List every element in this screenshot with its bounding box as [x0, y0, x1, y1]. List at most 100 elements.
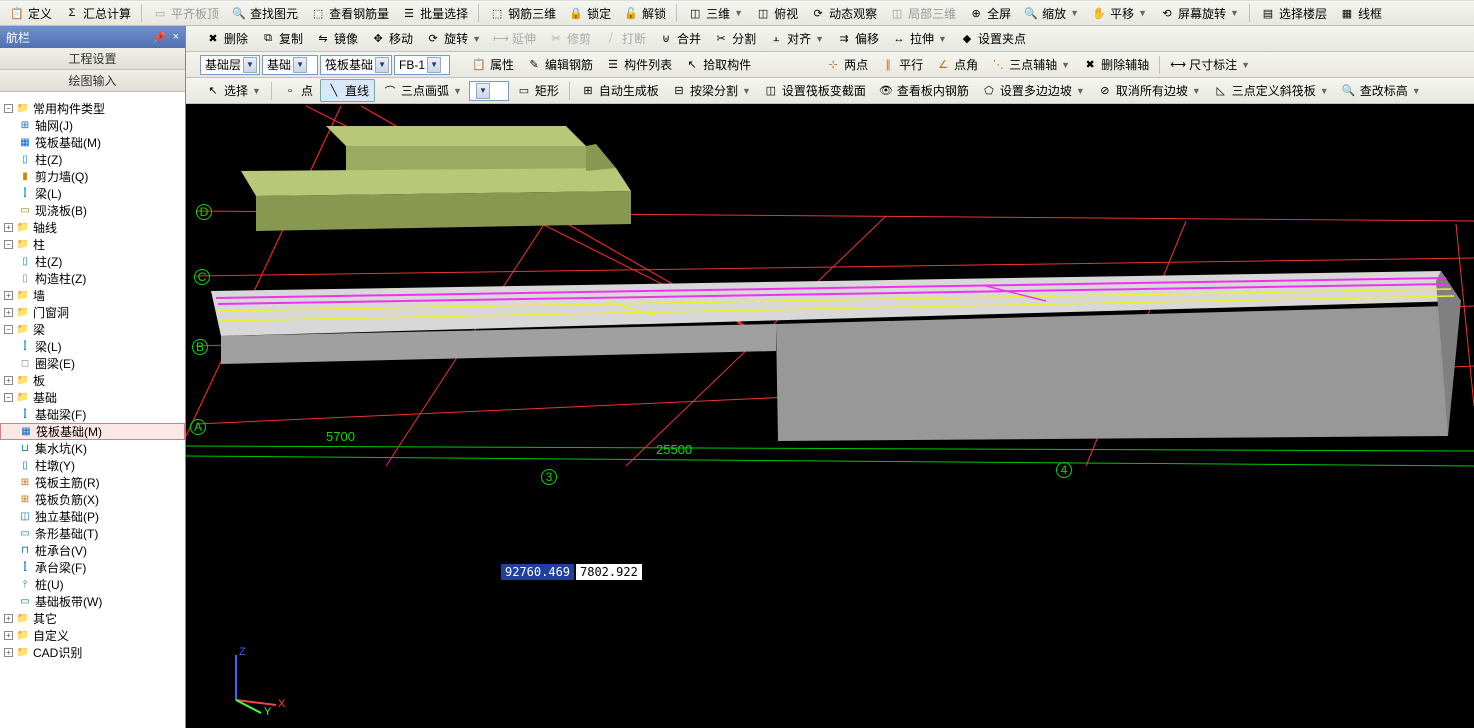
dim-button[interactable]: ⟷尺寸标注▼ — [1165, 54, 1255, 75]
batch-sel-button[interactable]: ☰批量选择 — [396, 3, 473, 24]
tree-axis[interactable]: +📁轴线 — [0, 219, 185, 236]
tree-raft-main[interactable]: ⊞筏板主筋(R) — [0, 474, 185, 491]
tree-pile[interactable]: ⫯桩(U) — [0, 576, 185, 593]
tree-iso[interactable]: ◫独立基础(P) — [0, 508, 185, 525]
expand-icon[interactable]: + — [4, 614, 13, 623]
tree-cap-beam[interactable]: ⫿承台梁(F) — [0, 559, 185, 576]
arc3-button[interactable]: ⌒三点画弧▼ — [377, 80, 467, 101]
tree-raft2[interactable]: ▦筏板基础(M) — [0, 423, 185, 440]
dyn-obs-button[interactable]: ⟳动态观察 — [805, 3, 882, 24]
parallel-button[interactable]: ∥平行 — [875, 54, 928, 75]
nav-tab-settings[interactable]: 工程设置 — [0, 48, 185, 70]
set-sect-button[interactable]: ◫设置筏板变截面 — [758, 80, 871, 101]
nav-tab-draw[interactable]: 绘图输入 — [0, 70, 185, 92]
local-3d-button[interactable]: ◫局部三维 — [884, 3, 961, 24]
chevron-down-icon[interactable]: ▼ — [375, 57, 389, 73]
pan-button[interactable]: ✋平移▼ — [1086, 3, 1152, 24]
split-button[interactable]: ✂分割 — [708, 28, 761, 49]
close-icon[interactable]: × — [173, 31, 179, 44]
tree-cast[interactable]: ▭现浇板(B) — [0, 202, 185, 219]
flat-top-button[interactable]: ▭平齐板顶 — [147, 3, 224, 24]
tree-sump[interactable]: ⊔集水坑(K) — [0, 440, 185, 457]
select-button[interactable]: ↖选择▼ — [200, 80, 266, 101]
tree-col[interactable]: ▯柱(Z) — [0, 151, 185, 168]
copy-button[interactable]: ⧉复制 — [255, 28, 308, 49]
tree-constr-col[interactable]: ▯构造柱(Z) — [0, 270, 185, 287]
trim-button[interactable]: ✂修剪 — [543, 28, 596, 49]
tree-raft[interactable]: ▦筏板基础(M) — [0, 134, 185, 151]
view-rebar-button[interactable]: 👁查看板内钢筋 — [873, 80, 974, 101]
empty-combo[interactable]: ▼ — [469, 81, 509, 101]
check-elev-button[interactable]: 🔍查改标高▼ — [1336, 80, 1426, 101]
name-combo[interactable]: FB-1▼ — [394, 55, 450, 75]
expand-icon[interactable]: + — [4, 223, 13, 232]
grip-button[interactable]: ◆设置夹点 — [954, 28, 1031, 49]
3d-viewport[interactable]: D C B A 3 4 5700 25500 92760.469 7802.92… — [186, 104, 1474, 728]
wireframe-button[interactable]: ▦线框 — [1334, 3, 1387, 24]
tree-col-cat[interactable]: −📁柱 — [0, 236, 185, 253]
three-pt-button[interactable]: ⋱三点辅轴▼ — [985, 54, 1075, 75]
collapse-icon[interactable]: − — [4, 325, 13, 334]
delete-button[interactable]: ✖删除 — [200, 28, 253, 49]
lock-button[interactable]: 🔒锁定 — [563, 3, 616, 24]
tree-pile-cap[interactable]: ⊓桩承台(V) — [0, 542, 185, 559]
tree-raft-neg[interactable]: ⊞筏板负筋(X) — [0, 491, 185, 508]
find-elem-button[interactable]: 🔍查找图元 — [226, 3, 303, 24]
chevron-down-icon[interactable]: ▼ — [476, 83, 490, 99]
auto-gen-button[interactable]: ⊞自动生成板 — [575, 80, 664, 101]
tree-wall[interactable]: +📁墙 — [0, 287, 185, 304]
stretch-button[interactable]: ↔拉伸▼ — [886, 28, 952, 49]
three-pt-slope-button[interactable]: ◺三点定义斜筏板▼ — [1208, 80, 1334, 101]
tree-other[interactable]: +📁其它 — [0, 610, 185, 627]
chevron-down-icon[interactable]: ▼ — [293, 57, 307, 73]
fullscreen-button[interactable]: ⊕全屏 — [963, 3, 1016, 24]
tree-beam2[interactable]: ⫿梁(L) — [0, 338, 185, 355]
screen-rot-button[interactable]: ⟲屏幕旋转▼ — [1154, 3, 1244, 24]
expand-icon[interactable]: + — [4, 291, 13, 300]
pin-icon[interactable]: 📌 — [153, 31, 167, 44]
tree-common[interactable]: −📁常用构件类型 — [0, 100, 185, 117]
type-combo[interactable]: 筏板基础▼ — [320, 55, 392, 75]
front-view-button[interactable]: ◫俯视 — [750, 3, 803, 24]
unlock-button[interactable]: 🔓解锁 — [618, 3, 671, 24]
tree-found[interactable]: −📁基础 — [0, 389, 185, 406]
tree-found-beam[interactable]: ⫿基础梁(F) — [0, 406, 185, 423]
mirror-button[interactable]: ⇋镜像 — [310, 28, 363, 49]
tree-slab[interactable]: +📁板 — [0, 372, 185, 389]
edit-rebar-button[interactable]: ✎编辑钢筋 — [521, 54, 598, 75]
tree-beam-cat[interactable]: −📁梁 — [0, 321, 185, 338]
del-aux-button[interactable]: ✖删除辅轴 — [1077, 54, 1154, 75]
cat-combo[interactable]: 基础▼ — [262, 55, 318, 75]
tree-col2[interactable]: ▯柱(Z) — [0, 253, 185, 270]
line-button[interactable]: ╲直线 — [320, 79, 375, 102]
tree-shear[interactable]: ▮剪力墙(Q) — [0, 168, 185, 185]
offset-button[interactable]: ⇉偏移 — [831, 28, 884, 49]
tree-ring[interactable]: ◻圈梁(E) — [0, 355, 185, 372]
check-rebar-button[interactable]: ⬚查看钢筋量 — [305, 3, 394, 24]
tree-custom[interactable]: +📁自定义 — [0, 627, 185, 644]
view-3d-button[interactable]: ◫三维▼ — [682, 3, 748, 24]
pick-button[interactable]: ↖拾取构件 — [679, 54, 756, 75]
tree-cad[interactable]: +📁CAD识别 — [0, 644, 185, 661]
chevron-down-icon[interactable]: ▼ — [427, 57, 441, 73]
sum-calc-button[interactable]: Σ汇总计算 — [59, 3, 136, 24]
break-button[interactable]: ⧸打断 — [598, 28, 651, 49]
expand-icon[interactable]: + — [4, 376, 13, 385]
cancel-edge-button[interactable]: ⊘取消所有边坡▼ — [1092, 80, 1206, 101]
attr-button[interactable]: 📋属性 — [466, 54, 519, 75]
collapse-icon[interactable]: − — [4, 393, 13, 402]
sel-floor-button[interactable]: ▤选择楼层 — [1255, 3, 1332, 24]
pt-angle-button[interactable]: ∠点角 — [930, 54, 983, 75]
tree-base-strip[interactable]: ▭基础板带(W) — [0, 593, 185, 610]
merge-button[interactable]: ⊎合并 — [653, 28, 706, 49]
define-button[interactable]: 📋定义 — [4, 3, 57, 24]
layer-combo[interactable]: 基础层▼ — [200, 55, 260, 75]
extend-button[interactable]: ⟼延伸 — [488, 28, 541, 49]
point-button[interactable]: ▫点 — [277, 80, 318, 101]
rect-button[interactable]: ▭矩形 — [511, 80, 564, 101]
comp-list-button[interactable]: ☰构件列表 — [600, 54, 677, 75]
set-poly-button[interactable]: ⬠设置多边边坡▼ — [976, 80, 1090, 101]
tree-opening[interactable]: +📁门窗洞 — [0, 304, 185, 321]
expand-icon[interactable]: + — [4, 631, 13, 640]
tree-pier[interactable]: ▯柱墩(Y) — [0, 457, 185, 474]
